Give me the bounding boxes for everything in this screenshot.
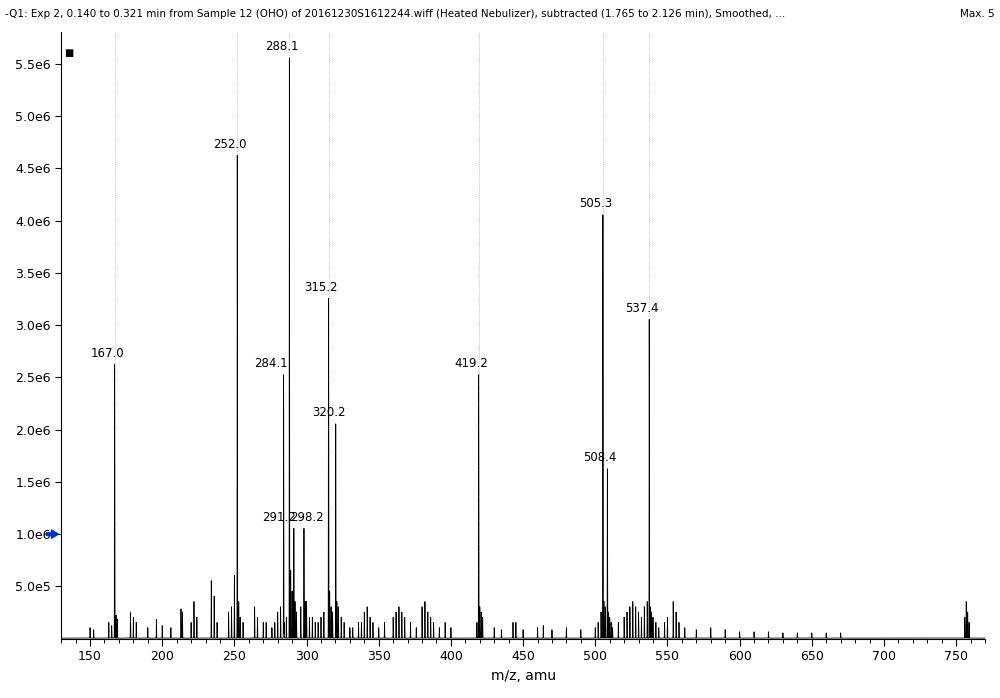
Text: ■: ■ bbox=[64, 47, 73, 58]
Text: 298.2: 298.2 bbox=[290, 511, 324, 524]
Text: 288.1: 288.1 bbox=[265, 40, 299, 53]
Text: 537.4: 537.4 bbox=[625, 302, 659, 315]
Text: Max. 5: Max. 5 bbox=[960, 9, 995, 19]
Text: 284.1: 284.1 bbox=[254, 357, 287, 370]
Text: 320.2: 320.2 bbox=[312, 406, 345, 419]
Text: 505.3: 505.3 bbox=[579, 197, 612, 210]
X-axis label: m/z, amu: m/z, amu bbox=[491, 669, 556, 683]
Text: 167.0: 167.0 bbox=[91, 347, 124, 359]
Text: 419.2: 419.2 bbox=[455, 357, 488, 370]
Text: 508.4: 508.4 bbox=[583, 451, 617, 464]
Text: 291.2: 291.2 bbox=[263, 511, 296, 524]
Text: -Q1: Exp 2, 0.140 to 0.321 min from Sample 12 (OHO) of 20161230S1612244.wiff (He: -Q1: Exp 2, 0.140 to 0.321 min from Samp… bbox=[5, 9, 785, 19]
Text: 252.0: 252.0 bbox=[213, 138, 247, 151]
Text: 315.2: 315.2 bbox=[305, 281, 338, 294]
